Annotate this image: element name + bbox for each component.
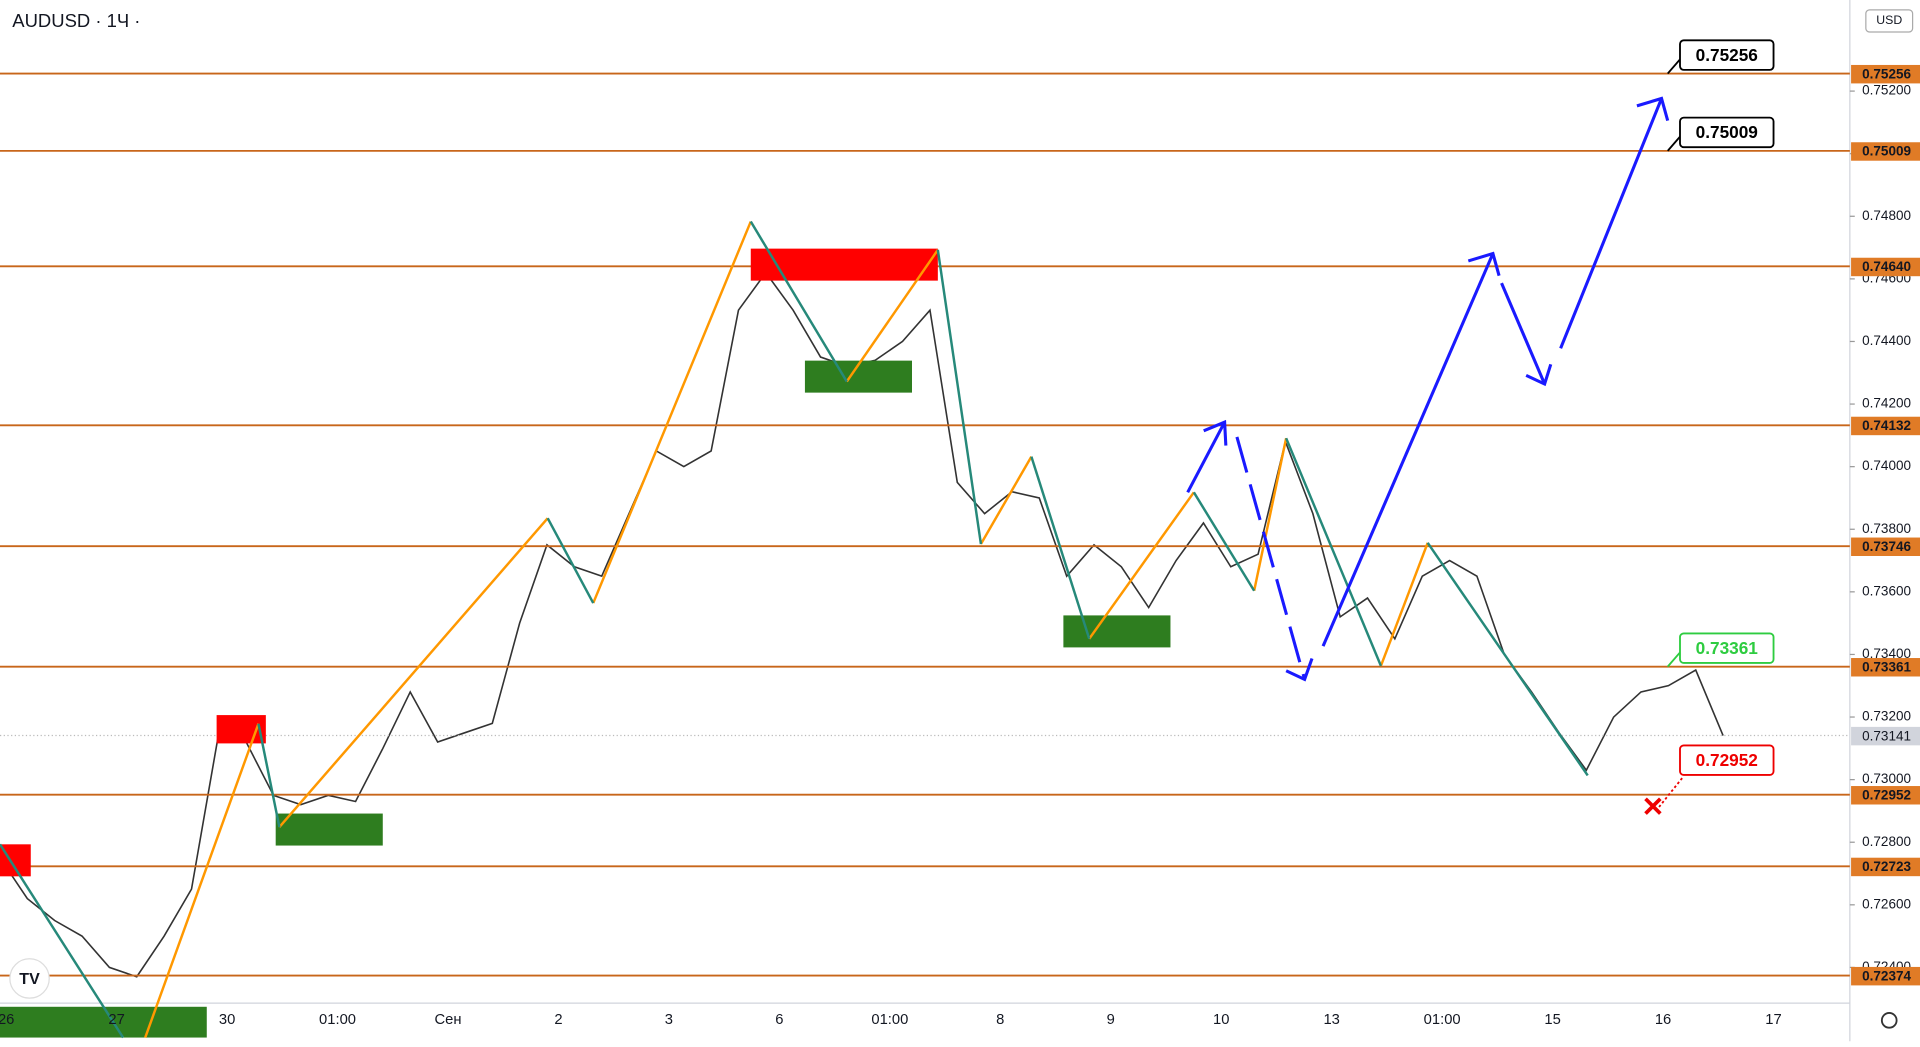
last-price-label: 0.73141 xyxy=(1862,728,1911,743)
callout-box xyxy=(1679,116,1775,149)
currency-label[interactable]: USD xyxy=(1876,13,1902,27)
level-label: 0.75009 xyxy=(1862,144,1911,159)
callout-label: 0.75256 xyxy=(1696,45,1758,65)
x-tick-label: 27 xyxy=(108,1012,124,1028)
x-tick-label: 13 xyxy=(1323,1012,1339,1028)
y-tick-label: 0.73200 xyxy=(1862,709,1911,724)
callout-label: 0.75009 xyxy=(1696,122,1758,142)
logo: TV xyxy=(9,958,50,999)
forecast-path xyxy=(1186,96,1670,682)
x-tick-label: 6 xyxy=(775,1012,783,1028)
x-tick-label: 01:00 xyxy=(319,1012,356,1028)
level-box xyxy=(1851,257,1920,277)
last-price-box xyxy=(1851,726,1920,746)
y-tick-label: 0.74000 xyxy=(1862,458,1911,473)
x-tick-label: 26 xyxy=(0,1012,14,1028)
settings-icon[interactable] xyxy=(1880,1012,1898,1029)
y-tick-label: 0.73000 xyxy=(1862,771,1911,786)
x-tick-label: 30 xyxy=(219,1012,235,1028)
level-label: 0.72374 xyxy=(1862,968,1911,983)
x-tick-label: 3 xyxy=(665,1012,673,1028)
level-box xyxy=(1851,537,1920,556)
x-tick-label: 16 xyxy=(1655,1012,1671,1028)
callout-label: 0.72952 xyxy=(1696,750,1758,770)
y-tick-label: 0.73400 xyxy=(1862,646,1911,661)
supply-zone xyxy=(750,248,938,281)
level-box xyxy=(1851,786,1920,805)
callout-box xyxy=(1679,632,1775,664)
x-tick-label: 15 xyxy=(1544,1012,1560,1028)
level-box xyxy=(1851,142,1920,161)
callout-box xyxy=(1679,744,1775,776)
callout-pointer xyxy=(1658,775,1685,808)
down-legs xyxy=(0,220,1589,1039)
x-tick-label: Сен xyxy=(434,1012,461,1028)
level-label: 0.74132 xyxy=(1862,418,1911,433)
level-box xyxy=(1851,64,1920,84)
up-legs xyxy=(144,221,1429,1038)
y-tick-label: 0.72600 xyxy=(1862,896,1911,911)
stop-marker xyxy=(1644,797,1662,815)
level-label: 0.74640 xyxy=(1862,259,1911,274)
level-box xyxy=(1851,658,1920,677)
x-tick-label: 9 xyxy=(1107,1012,1115,1028)
x-tick-label: 2 xyxy=(554,1012,562,1028)
currency-button[interactable] xyxy=(1865,9,1914,33)
y-tick-label: 0.74400 xyxy=(1862,333,1911,348)
callout-label: 0.73361 xyxy=(1696,638,1759,658)
y-tick-label: 0.72800 xyxy=(1862,834,1911,849)
x-tick-label: 01:00 xyxy=(871,1012,908,1028)
y-tick-label: 0.74200 xyxy=(1862,396,1911,411)
x-tick-label: 8 xyxy=(996,1012,1004,1028)
y-tick-label: 0.75200 xyxy=(1862,83,1911,98)
level-label: 0.73746 xyxy=(1862,539,1911,554)
callout-box xyxy=(1679,39,1775,71)
demand-zone xyxy=(275,813,383,846)
svg-text:TV: TV xyxy=(19,971,40,988)
level-label: 0.75256 xyxy=(1862,66,1911,81)
y-tick-label: 0.74800 xyxy=(1862,208,1911,223)
demand-zone xyxy=(1063,615,1171,648)
drawings: TV xyxy=(0,96,1670,1039)
level-label: 0.72723 xyxy=(1862,859,1911,874)
x-tick-label: 10 xyxy=(1213,1012,1229,1028)
level-label: 0.73361 xyxy=(1862,659,1911,674)
supply-zone xyxy=(0,844,31,877)
x-tick-label: 01:00 xyxy=(1424,1012,1461,1028)
level-box xyxy=(1851,416,1920,436)
level-label: 0.72952 xyxy=(1862,787,1911,802)
symbol-title: AUDUSD · 1Ч · xyxy=(12,10,140,31)
level-box xyxy=(1851,966,1920,986)
demand-zone xyxy=(0,1006,207,1038)
y-tick-label: 0.73800 xyxy=(1862,521,1911,536)
x-tick-label: 17 xyxy=(1765,1012,1781,1028)
y-tick-label: 0.73600 xyxy=(1862,583,1911,598)
level-box xyxy=(1851,857,1920,877)
